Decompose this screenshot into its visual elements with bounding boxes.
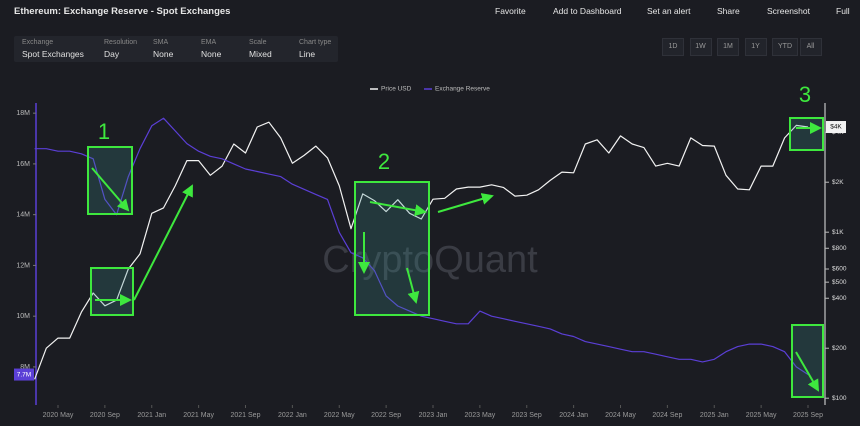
y-tick-label: 12M bbox=[16, 262, 30, 269]
x-tick-label: 2020 Sep bbox=[90, 412, 120, 419]
annotation-number: 2 bbox=[378, 149, 390, 174]
x-tick-label: 2021 Jan bbox=[137, 412, 166, 419]
y2-tick-label: $1K bbox=[832, 229, 844, 236]
x-tick-label: 2023 May bbox=[465, 412, 496, 419]
action[interactable]: Full bbox=[836, 6, 850, 16]
legend-label: Price USD bbox=[381, 86, 412, 93]
control-label: EMA bbox=[201, 39, 217, 46]
control-label: Scale bbox=[249, 39, 267, 46]
box bbox=[354, 181, 430, 316]
action[interactable]: Set an alert bbox=[647, 6, 691, 16]
control-value: Spot Exchanges bbox=[22, 49, 84, 59]
arrow bbox=[437, 193, 494, 213]
y2-tick-label: $500 bbox=[832, 279, 847, 286]
action[interactable]: Share bbox=[717, 6, 740, 16]
control-label: Exchange bbox=[22, 39, 54, 46]
control-value: None bbox=[153, 49, 174, 59]
control-value: None bbox=[201, 49, 222, 59]
x-tick-label: 2022 May bbox=[324, 412, 355, 419]
control-value: Day bbox=[104, 49, 120, 59]
annotation-number: 1 bbox=[98, 119, 110, 144]
end-label: 7.7M bbox=[17, 371, 31, 378]
annotation-labels: 1 2 3 bbox=[98, 82, 811, 174]
annotation-arrows bbox=[91, 122, 822, 392]
end-label-box bbox=[826, 121, 846, 134]
end-label-box bbox=[14, 368, 34, 381]
range-button[interactable]: 1W bbox=[689, 38, 712, 56]
x-tick-label: 2021 May bbox=[183, 412, 214, 419]
x-tick-label: 2022 Jan bbox=[278, 412, 307, 419]
y-tick-label: 14M bbox=[16, 212, 30, 219]
range-button[interactable]: 1Y bbox=[744, 38, 767, 56]
arrow bbox=[133, 184, 193, 301]
x-tick-label: 2024 Sep bbox=[652, 412, 682, 419]
control[interactable]: Exchange Spot Exchanges bbox=[22, 39, 84, 59]
annotation-number: 3 bbox=[799, 82, 811, 107]
x-tick-label: 2023 Sep bbox=[512, 412, 542, 419]
arrow bbox=[795, 351, 820, 392]
y-tick-label: 8M bbox=[20, 364, 30, 371]
x-tick-label: 2021 Sep bbox=[231, 412, 261, 419]
control[interactable]: EMA None bbox=[201, 39, 221, 59]
action[interactable]: Screenshot bbox=[767, 6, 810, 16]
box bbox=[789, 117, 824, 151]
control-label: Chart type bbox=[299, 39, 332, 46]
annotation-boxes bbox=[87, 117, 824, 398]
x-tick-label: 2024 Jan bbox=[559, 412, 588, 419]
x-tick-label: 2020 May bbox=[43, 412, 74, 419]
series-line bbox=[34, 117, 809, 376]
control[interactable]: Chart type Line bbox=[299, 39, 331, 59]
control[interactable]: SMA None bbox=[153, 39, 173, 59]
y-tick-label: 18M bbox=[16, 110, 30, 117]
y-tick-label: 10M bbox=[16, 313, 30, 320]
end-label: $4K bbox=[830, 124, 842, 131]
header: Ethereum: Exchange Reserve - Spot Exchan… bbox=[0, 0, 860, 24]
x-tick-label: 2022 Sep bbox=[371, 412, 401, 419]
x-tick-label: 2024 May bbox=[605, 412, 636, 419]
y2-tick-label: $800 bbox=[832, 245, 847, 252]
x-tick-label: 2023 Jan bbox=[419, 412, 448, 419]
control[interactable]: Scale Mixed bbox=[249, 39, 272, 59]
action[interactable]: Add to Dashboard bbox=[553, 6, 622, 16]
y-tick-label: 16M bbox=[16, 161, 30, 168]
box bbox=[90, 267, 134, 316]
plot bbox=[34, 117, 809, 380]
action[interactable]: Favorite bbox=[495, 6, 526, 16]
x-tick-label: 2025 Jan bbox=[700, 412, 729, 419]
series-line bbox=[34, 121, 809, 380]
range-button[interactable]: All bbox=[799, 38, 822, 56]
page-title: Ethereum: Exchange Reserve - Spot Exchan… bbox=[14, 6, 231, 17]
control-label: SMA bbox=[153, 39, 169, 46]
range-button[interactable]: 1M bbox=[717, 38, 739, 56]
range-button[interactable]: YTD bbox=[772, 38, 798, 56]
arrow bbox=[369, 201, 427, 217]
box bbox=[87, 146, 133, 215]
control-value: Line bbox=[299, 49, 316, 59]
x-tick-label: 2025 May bbox=[746, 412, 777, 419]
arrow bbox=[406, 267, 420, 304]
y2-tick-label: $600 bbox=[832, 266, 847, 273]
arrow bbox=[91, 167, 130, 212]
control-label: Resolution bbox=[104, 39, 138, 46]
controls: Exchange Spot Exchanges Resolution Day SMA… bbox=[14, 36, 338, 62]
box bbox=[791, 324, 824, 398]
control-value: Mixed bbox=[249, 49, 272, 59]
y2-tick-label: $100 bbox=[832, 395, 847, 402]
range-button[interactable]: 1D bbox=[662, 38, 684, 56]
watermark: CryptoQuant bbox=[322, 239, 538, 281]
y2-tick-label: $200 bbox=[832, 345, 847, 352]
legend-label: Exchange Reserve bbox=[435, 86, 490, 93]
y2-tick-label: $400 bbox=[832, 295, 847, 302]
y2-tick-label: $2K bbox=[832, 179, 844, 186]
x-tick-label: 2025 Sep bbox=[793, 412, 823, 419]
control[interactable]: Resolution Day bbox=[104, 39, 137, 59]
